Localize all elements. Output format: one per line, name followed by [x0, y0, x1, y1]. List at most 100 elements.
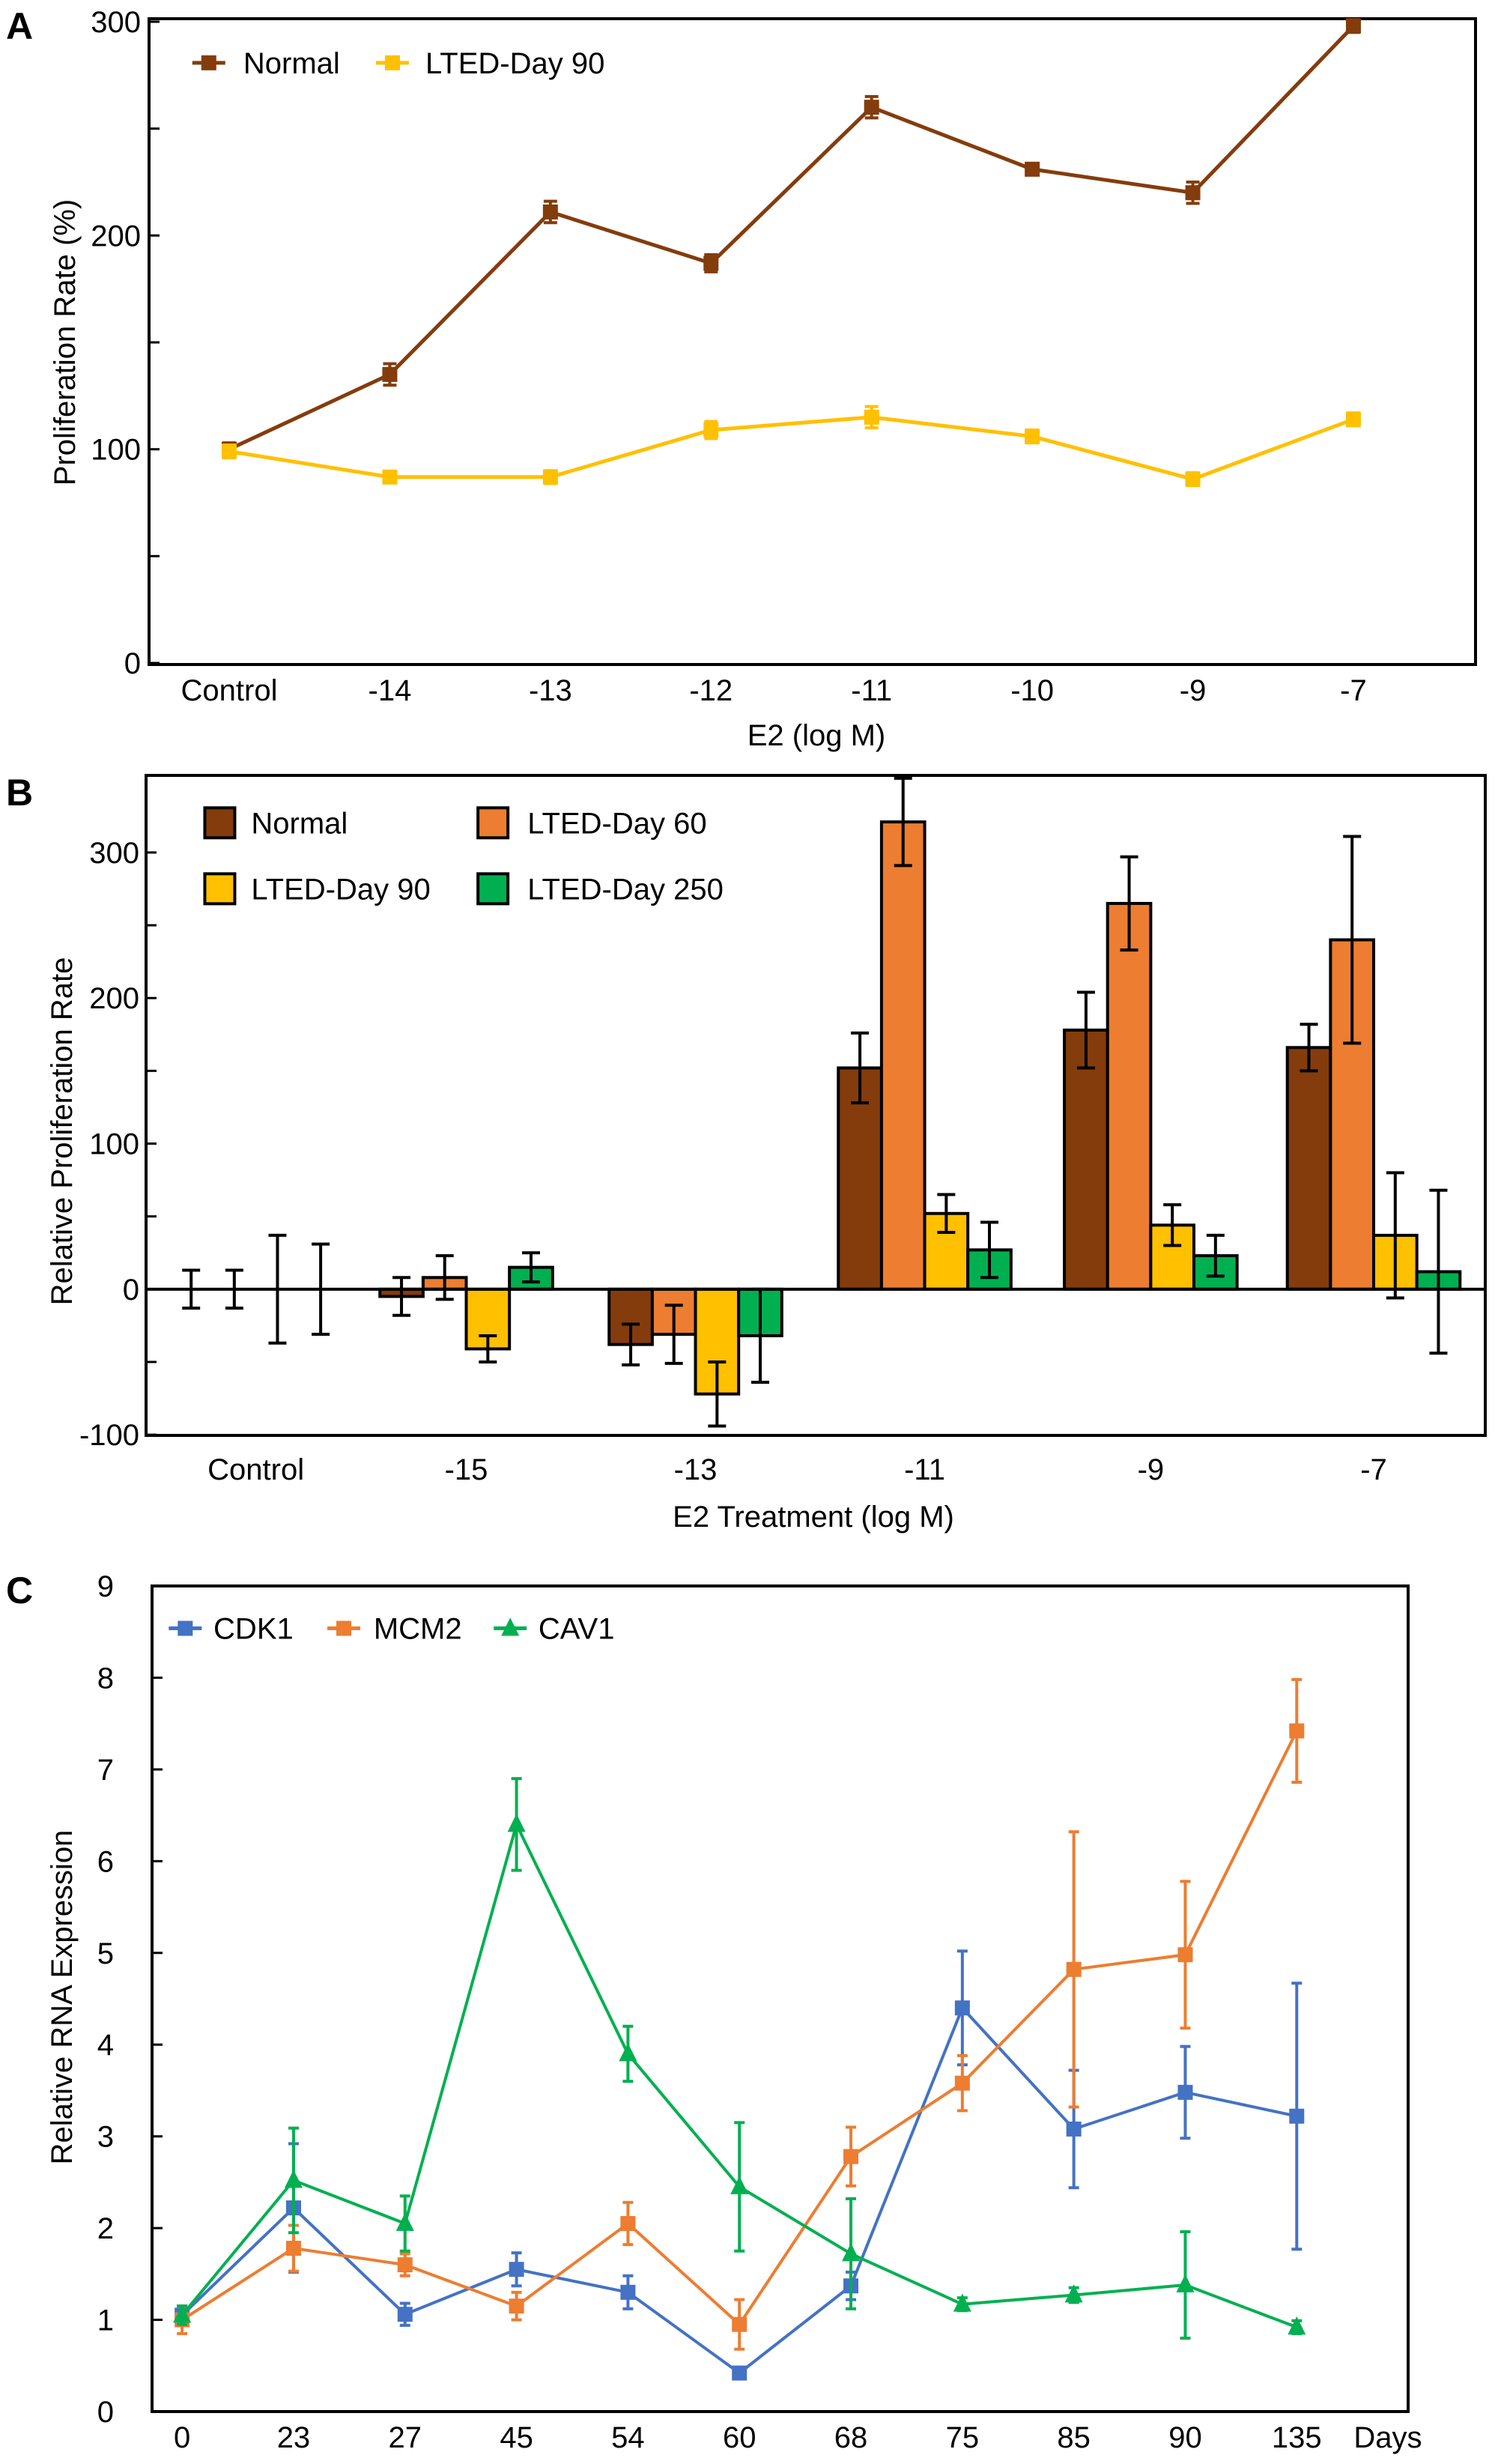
x-tick-label: 135 — [1272, 2421, 1322, 2454]
y-tick-label: 200 — [91, 220, 141, 252]
y-tick-label: 9 — [97, 1570, 114, 1603]
data-point — [397, 2257, 413, 2273]
legend-swatch — [203, 806, 237, 840]
data-point — [222, 444, 237, 459]
data-point — [509, 2262, 524, 2277]
y-tick-label: 100 — [91, 434, 141, 467]
x-axis-label-a: E2 (log M) — [748, 719, 886, 752]
x-tick-label: -15 — [445, 1453, 488, 1486]
data-point — [843, 2149, 859, 2164]
legend-swatch — [476, 872, 510, 906]
data-point — [285, 2241, 301, 2256]
data-point — [542, 469, 558, 485]
data-point — [173, 2304, 192, 2323]
y-tick-label: 0 — [124, 647, 141, 680]
y-tick-label: 0 — [123, 1274, 139, 1307]
data-point — [1289, 2108, 1305, 2124]
data-point — [284, 2170, 303, 2188]
x-tick-label: -14 — [369, 674, 412, 707]
legend-marker — [501, 1617, 520, 1636]
legend-label: LTED-Day 90 — [251, 873, 430, 906]
x-tick-label: -7 — [1340, 674, 1367, 707]
x-tick-label: 27 — [389, 2421, 422, 2454]
x-tick-label: -12 — [689, 674, 733, 707]
legend-label: LTED-Day 60 — [527, 807, 706, 840]
x-tick-label: -7 — [1360, 1453, 1387, 1486]
data-point — [1288, 2316, 1306, 2335]
panel-c: C Relative RNA Expression Days 012345678… — [6, 1569, 1422, 2454]
x-tick-label: -13 — [674, 1453, 718, 1486]
x-tick-label: 85 — [1057, 2421, 1091, 2454]
data-point — [1185, 185, 1201, 201]
plot-frame-a — [148, 17, 1477, 666]
y-axis-label-b: Relative Proliferation Rate — [46, 957, 79, 1306]
y-tick-label: 0 — [97, 2396, 114, 2429]
y-tick-label: 6 — [97, 1845, 114, 1878]
y-tick-label: 300 — [89, 837, 139, 870]
x-tick-label: 23 — [277, 2421, 311, 2454]
series-line-lted-day-90 — [228, 415, 1354, 482]
data-point — [1345, 411, 1361, 427]
data-point — [703, 255, 719, 271]
data-point — [620, 2215, 636, 2231]
x-axis-label-b: E2 Treatment (log M) — [673, 1501, 954, 1534]
bar — [1106, 901, 1153, 1291]
data-point — [1176, 2274, 1195, 2292]
data-point — [382, 469, 398, 485]
y-tick-label: 5 — [97, 1937, 114, 1970]
x-tick-label: 54 — [611, 2421, 645, 2454]
legend-label: LTED-Day 90 — [425, 47, 604, 80]
data-point — [397, 2307, 413, 2322]
data-point — [1345, 18, 1361, 34]
legend-label: CDK1 — [213, 1613, 294, 1646]
x-tick-label: 0 — [174, 2421, 190, 2454]
panel-label-a: A — [6, 5, 33, 47]
legend-marker — [385, 55, 400, 70]
bar — [1285, 1046, 1332, 1291]
data-point — [507, 1814, 526, 1832]
data-point — [842, 2243, 861, 2262]
legend-swatch — [476, 806, 510, 840]
series-line-normal — [228, 24, 1355, 451]
legend-marker — [201, 55, 216, 70]
y-tick-label: 1 — [97, 2304, 114, 2337]
data-point — [953, 2293, 971, 2312]
data-point — [730, 2176, 749, 2194]
data-point — [1066, 1961, 1082, 1977]
x-tick-label: -11 — [904, 1453, 945, 1486]
y-tick-label: 4 — [97, 2029, 114, 2062]
legend-label: Normal — [251, 807, 348, 840]
y-tick-label: 100 — [89, 1128, 139, 1161]
x-tick-label: 60 — [723, 2421, 756, 2454]
panel-label-b: B — [6, 772, 33, 814]
data-point — [1066, 2121, 1082, 2137]
data-point — [864, 100, 879, 115]
data-point — [509, 2298, 524, 2314]
x-tick-label: 45 — [500, 2421, 533, 2454]
y-tick-label: -100 — [79, 1419, 139, 1452]
data-point — [542, 204, 558, 220]
data-point — [382, 366, 398, 382]
legend-marker — [336, 1620, 352, 1636]
legend-label: LTED-Day 250 — [527, 873, 724, 906]
x-tick-label: Control — [181, 674, 278, 707]
data-point — [1025, 161, 1040, 177]
x-tick-label: -13 — [529, 674, 572, 707]
x-tick-label: -10 — [1010, 674, 1054, 707]
legend-marker — [178, 1620, 193, 1636]
panel-a: A Proliferation Rate (%) E2 (log M) 0 100… — [6, 5, 1477, 752]
data-point — [954, 2000, 970, 2016]
y-tick-label: 7 — [97, 1754, 114, 1787]
data-point — [1289, 1723, 1305, 1739]
legend-swatch — [203, 872, 237, 906]
data-point — [864, 409, 879, 425]
data-point — [732, 2365, 748, 2381]
x-tick-label: 90 — [1168, 2421, 1202, 2454]
x-tick-label: 68 — [834, 2421, 868, 2454]
y-tick-label: 300 — [91, 6, 141, 39]
data-point — [620, 2284, 636, 2300]
data-point — [1064, 2284, 1083, 2303]
y-axis-label-c: Relative RNA Expression — [46, 1830, 79, 2165]
panel-label-c: C — [6, 1569, 33, 1611]
legend-label: MCM2 — [374, 1613, 462, 1646]
